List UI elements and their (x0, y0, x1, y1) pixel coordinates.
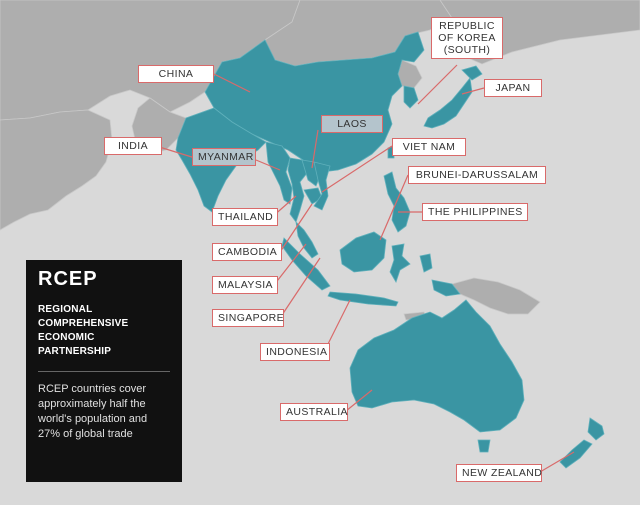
panel-description: RCEP countries cover approximately half … (38, 383, 148, 440)
label-india: INDIA (104, 137, 162, 155)
land-sulawesi (389, 243, 411, 283)
land-sumatra (281, 237, 331, 291)
label-myanmar: MYANMAR (192, 148, 256, 166)
info-panel: RCEP REGIONAL COMPREHENSIVE ECONOMIC PAR… (26, 260, 182, 482)
land-china (204, 31, 425, 173)
land-papua-west (431, 279, 461, 297)
label-australia: AUSTRALIA (280, 403, 348, 421)
land-vietnam (313, 161, 331, 211)
label-japan: JAPAN (484, 79, 542, 97)
label-korea: REPUBLIC OF KOREA (SOUTH) (431, 17, 503, 59)
land-hokkaido (461, 65, 483, 81)
label-malaysia: MALAYSIA (212, 276, 278, 294)
label-laos: LAOS (321, 115, 383, 133)
label-new-zealand: NEW ZEALAND (456, 464, 542, 482)
label-singapore: SINGAPORE (212, 309, 284, 327)
land-myanmar (265, 141, 293, 205)
label-brunei: BRUNEI-DARUSSALAM (408, 166, 546, 184)
label-indonesia: INDONESIA (260, 343, 330, 361)
panel-subtitle: REGIONAL COMPREHENSIVE ECONOMIC PARTNERS… (38, 304, 129, 357)
land-japan (423, 77, 473, 129)
land-java (327, 291, 399, 307)
land-moluccas (419, 253, 433, 273)
label-china: CHINA (138, 65, 214, 83)
land-png (451, 277, 541, 315)
land-korea-south (403, 85, 419, 109)
panel-title: RCEP (38, 268, 98, 290)
label-cambodia: CAMBODIA (212, 243, 282, 261)
label-vietnam: VIET NAM (392, 138, 466, 156)
land-new-zealand-south (559, 439, 593, 469)
label-philippines: THE PHILIPPINES (422, 203, 528, 221)
leader-lines (152, 64, 575, 473)
land-middle-east (0, 109, 113, 231)
land-tasmania (477, 439, 491, 453)
label-thailand: THAILAND (212, 208, 278, 226)
land-australia (349, 299, 525, 433)
land-malay-peninsula (295, 220, 319, 259)
land-new-zealand-north (587, 417, 605, 441)
non-member-land (0, 0, 640, 321)
land-borneo (339, 231, 387, 273)
panel-divider (38, 371, 170, 372)
